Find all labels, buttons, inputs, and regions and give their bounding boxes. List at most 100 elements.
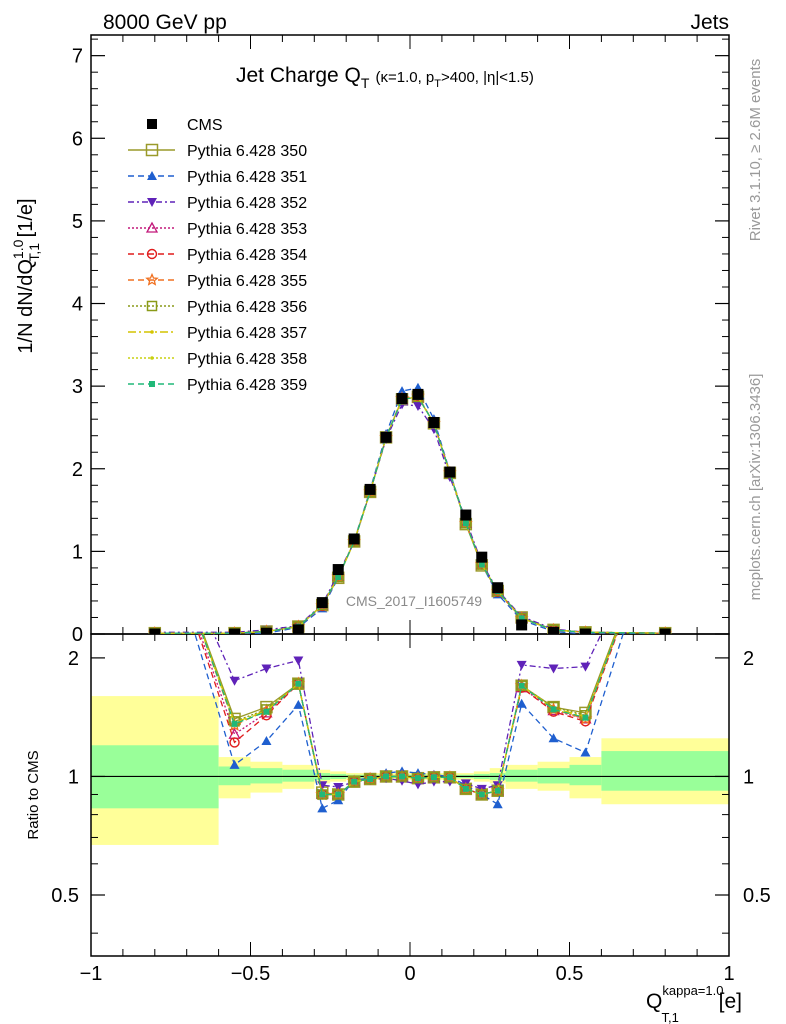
ratio-series-point: [231, 720, 238, 727]
ratio-series-line: [194, 634, 624, 810]
legend-marker: [145, 221, 159, 233]
ratio-series: [150, 496, 670, 813]
ratio-series-point: [492, 799, 503, 809]
legend-marker: [147, 119, 157, 129]
ratio-series-point: [476, 789, 488, 800]
ratio-y-tick-label: 2: [68, 648, 79, 670]
ratio-series-point: [494, 787, 501, 794]
x-tick-label: 0: [404, 963, 415, 985]
ratio-y-tick-label: 0.5: [51, 885, 79, 907]
ratio-series-point: [462, 785, 469, 792]
x-tick-label: −0.5: [231, 963, 270, 985]
ratio-series-point: [364, 773, 376, 785]
ratio-series-point: [518, 682, 525, 689]
main-series-point: [149, 628, 161, 634]
main-series-point: [476, 551, 488, 563]
ratio-series-point: [152, 498, 158, 504]
main-series-point: [348, 533, 360, 545]
header-left-label: 8000 GeV pp: [103, 11, 227, 34]
legend-label: Pythia 6.428 359: [187, 377, 307, 394]
inner-band-bin-9: [505, 769, 538, 782]
legend-label: Pythia 6.428 356: [187, 299, 307, 316]
x-tick-label: 1: [723, 963, 734, 985]
main-y-tick-label: 7: [72, 46, 83, 68]
legend-marker: [146, 300, 158, 312]
inner-band-bin-12: [601, 751, 729, 791]
ratio-series-point: [261, 664, 272, 674]
ratio-series-point: [660, 497, 670, 506]
ratio-y-tick-label: 1: [68, 766, 79, 788]
main-series-point: [396, 393, 408, 405]
ratio-y-tick-label-right: 0.5: [743, 885, 771, 907]
legend-marker: [149, 381, 155, 387]
ratio-series-point: [399, 773, 406, 780]
ratio-series-point: [150, 496, 160, 505]
ratio-series-point: [663, 499, 667, 503]
ratio-series-point: [351, 778, 358, 785]
legend-label: Pythia 6.428 355: [187, 273, 307, 290]
main-y-tick-label: 0: [72, 624, 83, 646]
main-series-point: [518, 615, 525, 622]
ratio-series-point: [229, 676, 240, 686]
inner-band-bin-10: [537, 768, 570, 784]
main-series-point: [397, 386, 408, 396]
ratio-series-point: [229, 759, 240, 769]
main-y-tick-label: 3: [72, 376, 83, 398]
ratio-series-point: [516, 680, 527, 691]
ratio-series-point: [383, 773, 390, 780]
ratio-series-point: [580, 662, 591, 672]
ratio-series-point: [660, 496, 670, 505]
ratio-series-point: [153, 499, 157, 503]
main-series-point: [579, 628, 591, 634]
ratio-series-point: [335, 791, 342, 798]
main-y-tick-label: 2: [72, 459, 83, 481]
ratio-series-point: [319, 791, 326, 798]
legend-label: Pythia 6.428 358: [187, 351, 307, 368]
ratio-y-axis-label: Ratio to CMS: [25, 750, 42, 839]
rivet-version-label: Rivet 3.1.10, ≥ 2.6M events: [747, 59, 764, 242]
main-series-point: [462, 520, 469, 527]
ratio-series-point: [550, 706, 557, 713]
ratio-axes: 0.5 0.5 1 1 2 2 −1 −0.5 0 0.5 1: [51, 634, 771, 985]
ratio-y-tick-label-right: 1: [743, 766, 754, 788]
ratio-series-line: [201, 634, 618, 796]
legend-marker: [146, 248, 158, 260]
legend-label: Pythia 6.428 351: [187, 169, 307, 186]
main-series-point: [335, 573, 342, 580]
ratio-series-point: [660, 496, 670, 506]
x-tick-label: 0.5: [556, 963, 584, 985]
legend-label: Pythia 6.428 353: [187, 221, 307, 238]
ratio-series-point: [229, 737, 240, 748]
ratio-series-point: [414, 775, 421, 782]
legend-label: Pythia 6.428 352: [187, 195, 307, 212]
main-series-point: [332, 564, 344, 576]
header-right-label: Jets: [690, 11, 729, 34]
ratio-series-point: [661, 497, 670, 506]
ratio-series-point: [478, 791, 485, 798]
legend-marker: [147, 171, 157, 180]
ratio-series-point: [153, 499, 157, 503]
main-series-point: [444, 466, 456, 478]
main-series-point: [292, 624, 304, 634]
legend-marker: [145, 272, 159, 286]
ratio-y-tick-label-right: 2: [743, 648, 754, 670]
main-series-point: [316, 597, 328, 609]
legend: CMS Pythia 6.428 350 Pythia 6.428 351 Pythi…: [128, 117, 307, 394]
main-series-point: [412, 401, 423, 411]
ratio-series-point: [662, 498, 668, 504]
ratio-series-point: [661, 497, 670, 506]
ratio-series-point: [293, 656, 304, 666]
main-series-point: [260, 627, 272, 634]
main-y-axis-label: 1/N dN/dQ1.0T,1 [1/e]: [10, 198, 42, 353]
main-series-point: [412, 388, 424, 400]
x-axis-label: Qkappa=1.0 T,1 [e]: [646, 983, 742, 1024]
inner-band-bin-11: [569, 764, 602, 786]
main-series: [147, 382, 673, 634]
mcplots-reference-label: mcplots.cern.ch [arXiv:1306.3436]: [747, 374, 764, 601]
main-series-point: [428, 416, 440, 428]
ratio-uncertainty-bands: [91, 696, 729, 845]
main-series-line: [154, 396, 666, 634]
main-series-point: [659, 628, 671, 634]
main-series-point: [548, 626, 560, 634]
